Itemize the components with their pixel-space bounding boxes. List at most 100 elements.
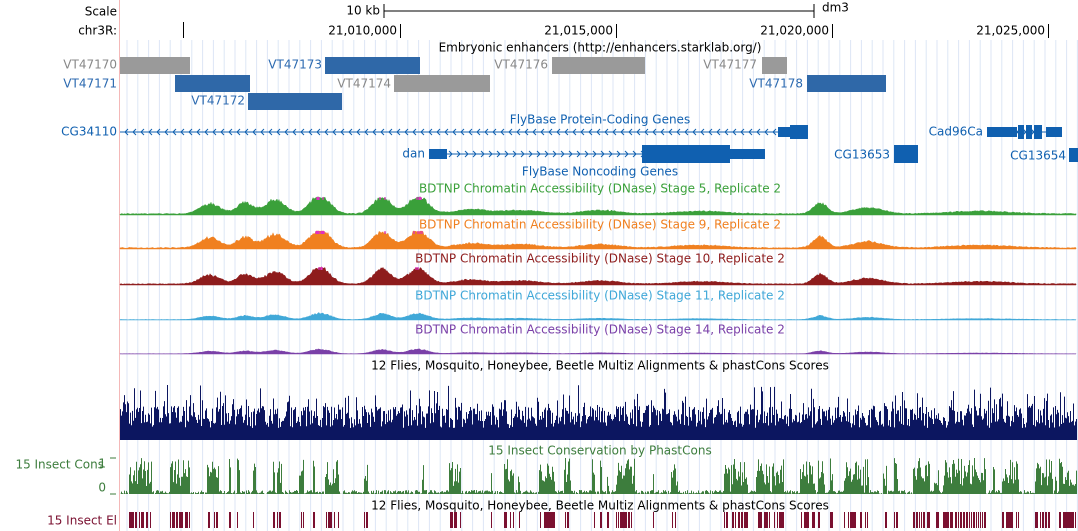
- strand-arrow: [504, 150, 509, 158]
- conserved-elements: [129, 512, 1076, 528]
- gene-label: dan: [402, 147, 425, 161]
- exon: [1069, 148, 1078, 162]
- strand-arrow: [516, 128, 521, 136]
- strand-arrow: [156, 128, 161, 136]
- strand-arrow: [476, 128, 481, 136]
- strand-arrow: [132, 128, 137, 136]
- strand-arrow: [268, 128, 273, 136]
- exon: [987, 127, 1017, 137]
- strand-arrow: [548, 128, 553, 136]
- strand-arrow: [568, 150, 573, 158]
- strand-arrow: [660, 128, 665, 136]
- strand-arrow: [564, 128, 569, 136]
- strand-arrow: [556, 128, 561, 136]
- signal-track: [119, 230, 1077, 250]
- track-title: BDTNP Chromatin Accessibility (DNase) St…: [415, 252, 785, 266]
- exon: [1034, 125, 1042, 139]
- strand-arrow: [404, 128, 409, 136]
- strand-arrow: [420, 128, 425, 136]
- track-title: BDTNP Chromatin Accessibility (DNase) St…: [419, 218, 781, 232]
- strand-arrow: [468, 128, 473, 136]
- exon: [790, 125, 808, 139]
- exon: [1018, 125, 1024, 139]
- strand-arrow: [652, 128, 657, 136]
- strand-arrow: [388, 128, 393, 136]
- strand-arrow: [588, 128, 593, 136]
- conservation-wiggle: [120, 458, 1077, 494]
- strand-arrow: [372, 128, 377, 136]
- strand-arrow: [632, 150, 637, 158]
- strand-arrow: [436, 128, 441, 136]
- strand-arrow: [292, 128, 297, 136]
- strand-arrow: [708, 128, 713, 136]
- strand-arrow: [600, 150, 605, 158]
- enhancer-box: [807, 75, 886, 92]
- track-title: 12 Flies, Mosquito, Honeybee, Beetle Mul…: [371, 359, 829, 373]
- strand-arrow: [552, 150, 557, 158]
- strand-arrow: [164, 128, 169, 136]
- strand-arrow: [772, 128, 777, 136]
- strand-arrow: [448, 150, 453, 158]
- strand-arrow: [252, 128, 257, 136]
- strand-arrow: [764, 128, 769, 136]
- strand-arrow: [624, 150, 629, 158]
- track-title: 15 Insect Conservation by PhastCons: [488, 444, 711, 458]
- track-title: BDTNP Chromatin Accessibility (DNase) St…: [415, 289, 785, 303]
- assembly: dm3: [822, 1, 849, 15]
- guide-lines: [126, 40, 1078, 531]
- strand-arrow: [500, 128, 505, 136]
- enhancer-label: VT47172: [191, 94, 245, 108]
- strand-arrow: [172, 128, 177, 136]
- strand-arrow: [444, 128, 449, 136]
- track-label: 15 Insect Cons: [15, 458, 104, 472]
- enhancer-label: VT47173: [268, 58, 322, 72]
- strand-arrow: [692, 128, 697, 136]
- strand-arrow: [140, 128, 145, 136]
- scale-label: Scale: [85, 5, 117, 19]
- enhancer-box: [394, 75, 490, 92]
- strand-arrow: [628, 128, 633, 136]
- strand-arrow: [484, 128, 489, 136]
- exon: [1046, 127, 1062, 137]
- strand-arrow: [488, 150, 493, 158]
- enhancer-label: VT47177: [703, 58, 757, 72]
- strand-arrow: [316, 128, 321, 136]
- strand-arrow: [756, 128, 761, 136]
- signal-track: [119, 312, 1077, 321]
- strand-arrow: [544, 150, 549, 158]
- strand-arrow: [592, 150, 597, 158]
- track-title: BDTNP Chromatin Accessibility (DNase) St…: [415, 323, 785, 337]
- track-label: 15 Insect El: [47, 514, 117, 528]
- strand-arrow: [356, 128, 361, 136]
- strand-arrow: [180, 128, 185, 136]
- strand-arrow: [676, 128, 681, 136]
- strand-arrow: [740, 128, 745, 136]
- track-title: 12 Flies, Mosquito, Honeybee, Beetle Mul…: [371, 499, 829, 513]
- enhancer-box: [248, 93, 342, 110]
- strand-arrow: [276, 128, 281, 136]
- strand-arrow: [364, 128, 369, 136]
- ruler-position: 21,025,000: [976, 24, 1045, 38]
- exon: [894, 145, 918, 163]
- strand-arrow: [572, 128, 577, 136]
- axis-label: 1: [98, 457, 106, 471]
- strand-arrow: [716, 128, 721, 136]
- strand-arrow: [348, 128, 353, 136]
- strand-arrow: [536, 150, 541, 158]
- exon: [429, 149, 447, 159]
- strand-arrow: [636, 128, 641, 136]
- strand-arrow: [748, 128, 753, 136]
- strand-arrow: [260, 128, 265, 136]
- exon: [1026, 125, 1032, 139]
- strand-arrow: [244, 128, 249, 136]
- signal-track: [119, 196, 1077, 216]
- ruler-position: 21,010,000: [328, 24, 397, 38]
- strand-arrow: [428, 128, 433, 136]
- strand-arrow: [188, 128, 193, 136]
- strand-arrow: [540, 128, 545, 136]
- strand-arrow: [596, 128, 601, 136]
- gene-label: CG34110: [61, 125, 117, 139]
- enhancer-box: [552, 57, 645, 74]
- strand-arrow: [492, 128, 497, 136]
